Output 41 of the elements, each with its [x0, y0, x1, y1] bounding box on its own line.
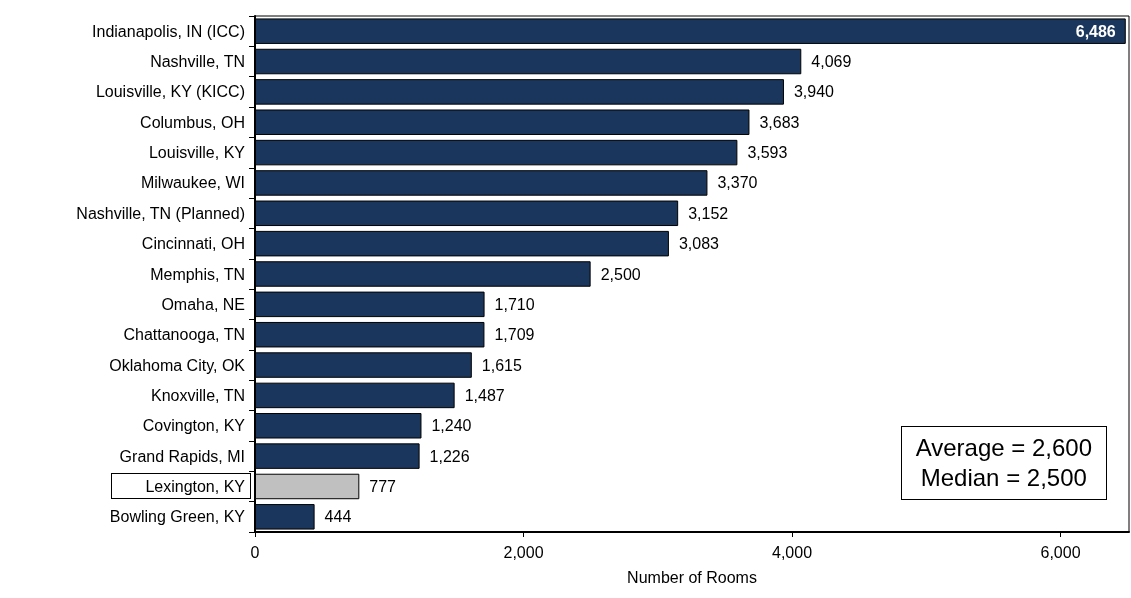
y-tick-label: Knoxville, TN [151, 386, 245, 404]
x-tick-label: 0 [250, 543, 260, 561]
y-tick-label: Nashville, TN [150, 53, 245, 71]
y-tick-label: Nashville, TN (Planned) [76, 204, 245, 222]
data-label: 777 [369, 477, 397, 495]
data-label: 3,370 [717, 174, 758, 192]
x-tick-label: 4,000 [772, 543, 813, 561]
x-tick-label: 6,000 [1040, 543, 1081, 561]
data-label: 4,069 [811, 53, 852, 71]
data-label: 6,486 [1075, 22, 1116, 40]
data-label: 3,083 [678, 235, 720, 253]
data-label: 3,683 [759, 113, 800, 131]
data-label: 3,152 [688, 204, 729, 222]
y-tick-label: Bowling Green, KY [109, 508, 246, 526]
y-tick-label: Columbus, OH [140, 113, 245, 131]
y-tick-label: Omaha, NE [161, 295, 245, 313]
data-label: 444 [324, 508, 352, 526]
data-label: 1,615 [481, 356, 522, 374]
y-tick-label: Oklahoma City, OK [109, 356, 246, 374]
data-label: 3,593 [747, 144, 788, 162]
y-tick-label: Chattanooga, TN [123, 326, 245, 344]
y-tick-label: Indianapolis, IN (ICC) [92, 22, 245, 40]
y-tick-label: Lexington, KY [145, 477, 246, 495]
y-tick-label: Louisville, KY (KICC) [95, 83, 245, 101]
x-axis-title: Number of Rooms [627, 568, 757, 586]
data-label: 3,940 [793, 83, 835, 101]
y-tick-label: Covington, KY [142, 417, 246, 435]
data-label: 1,709 [494, 326, 535, 344]
data-label: 1,710 [494, 295, 535, 313]
data-label: 1,240 [431, 417, 472, 435]
data-label: 1,487 [464, 386, 505, 404]
y-tick-label: Memphis, TN [150, 265, 245, 283]
x-tick-label: 2,000 [503, 543, 544, 561]
annotation: Median = 2,500 [919, 463, 1088, 493]
y-tick-label: Cincinnati, OH [141, 235, 245, 253]
data-label: 2,500 [600, 265, 641, 283]
annotation: Average = 2,600 [915, 433, 1092, 463]
data-label: 1,226 [429, 447, 470, 465]
y-tick-label: Louisville, KY [148, 144, 246, 162]
y-tick-label: Milwaukee, WI [140, 174, 245, 192]
y-tick-label: Grand Rapids, MI [119, 447, 245, 465]
